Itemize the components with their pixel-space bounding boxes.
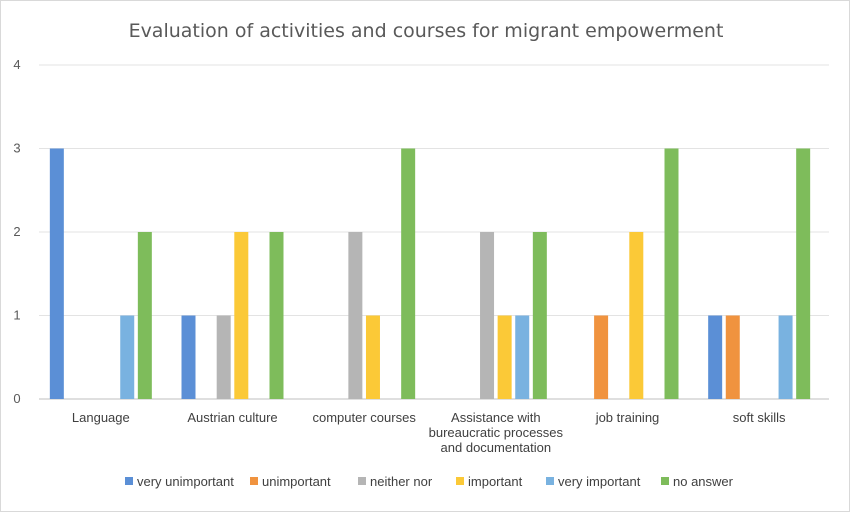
- bar-no-answer-5: [796, 148, 811, 399]
- legend-swatch-no-answer: [661, 477, 669, 485]
- bar-neither-nor-1: [216, 315, 231, 399]
- y-tick-label: 4: [13, 57, 20, 72]
- y-axis-ticks: 0 1 2 3 4: [13, 57, 20, 406]
- gridlines: [39, 64, 829, 400]
- x-category-label: soft skills: [733, 410, 786, 425]
- bar-no-answer-1: [269, 232, 284, 399]
- bar-no-answer-4: [664, 148, 679, 399]
- bar-important-4: [629, 232, 644, 399]
- bar-no-answer-2: [401, 148, 416, 399]
- legend-label: important: [468, 474, 523, 489]
- x-category-label: Austrian culture: [187, 410, 277, 425]
- legend-swatch-unimportant: [250, 477, 258, 485]
- legend-label: neither nor: [370, 474, 433, 489]
- bar-important-2: [365, 315, 380, 399]
- y-tick-label: 1: [13, 308, 20, 323]
- bar-very-important-5: [778, 315, 793, 399]
- legend-swatch-neither-nor: [358, 477, 366, 485]
- x-category-label: computer courses: [313, 410, 417, 425]
- bar-very-important-0: [120, 315, 135, 399]
- x-axis-labels: Language Austrian culture computer courses…: [72, 410, 786, 455]
- bar-important-1: [234, 232, 249, 399]
- legend: very unimportant unimportant neither nor im…: [125, 474, 734, 489]
- bar-neither-nor-2: [348, 232, 363, 399]
- legend-label: very important: [558, 474, 641, 489]
- y-tick-label: 0: [13, 391, 20, 406]
- legend-label: very unimportant: [137, 474, 234, 489]
- bar-very-unimportant-1: [181, 315, 196, 399]
- x-category-label: Language: [72, 410, 130, 425]
- bar-no-answer-0: [137, 232, 152, 399]
- bar-neither-nor-3: [480, 232, 495, 399]
- x-category-label: and documentation: [441, 440, 552, 455]
- legend-label: no answer: [673, 474, 734, 489]
- bar-unimportant-5: [725, 315, 740, 399]
- x-category-label: bureaucratic processes: [429, 425, 564, 440]
- x-category-label: job training: [595, 410, 660, 425]
- chart-title: Evaluation of activities and courses for…: [129, 20, 724, 42]
- y-tick-label: 2: [13, 224, 20, 239]
- bar-unimportant-4: [594, 315, 609, 399]
- y-tick-label: 3: [13, 141, 20, 156]
- bar-no-answer-3: [532, 232, 547, 399]
- x-category-label: Assistance with: [451, 410, 541, 425]
- legend-swatch-very-unimportant: [125, 477, 133, 485]
- legend-swatch-important: [456, 477, 464, 485]
- legend-label: unimportant: [262, 474, 331, 489]
- bar-important-3: [497, 315, 512, 399]
- bar-very-unimportant-0: [49, 148, 64, 399]
- bar-very-important-3: [515, 315, 530, 399]
- bar-very-unimportant-5: [708, 315, 723, 399]
- legend-swatch-very-important: [546, 477, 554, 485]
- bars: [49, 148, 811, 399]
